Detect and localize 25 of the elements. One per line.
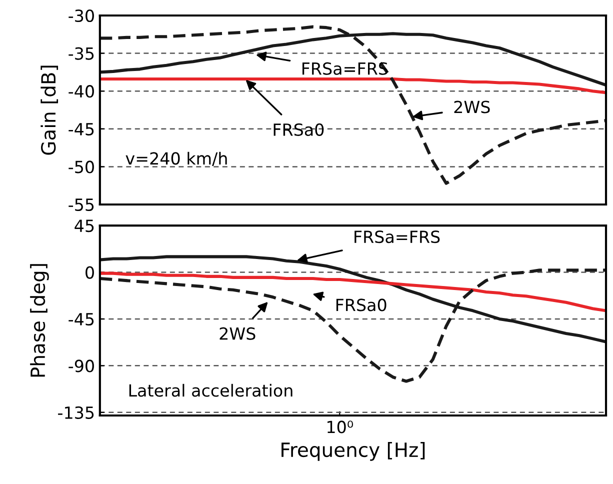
y-axis-title: Phase [deg] bbox=[30, 264, 49, 377]
y-tick-label: -50 bbox=[68, 160, 94, 174]
line-series bbox=[100, 25, 606, 185]
annotation: v=240 km/h bbox=[126, 152, 227, 166]
y-tick-label: -30 bbox=[68, 9, 94, 22]
annotation: 2WS bbox=[220, 327, 256, 340]
y-tick-label: 45 bbox=[74, 220, 94, 232]
annotation: FRSa=FRS bbox=[354, 230, 440, 244]
y-tick-label: -45 bbox=[68, 123, 94, 136]
annotation: FRSa0 bbox=[274, 123, 324, 136]
y-axis-title: Gain [dB] bbox=[40, 66, 58, 155]
annotation: Lateral acceleration bbox=[129, 384, 292, 397]
y-tick-label: -55 bbox=[68, 198, 94, 212]
annotation: 2WS bbox=[454, 100, 490, 114]
x-axis-title: Frequency [Hz] bbox=[282, 442, 425, 461]
y-tick-label: 0 bbox=[86, 266, 94, 279]
y-tick-label: -135 bbox=[58, 406, 94, 419]
y-tick-label: -90 bbox=[68, 360, 94, 372]
y-tick-label: -45 bbox=[68, 313, 94, 326]
annotation: FRSa0 bbox=[336, 298, 386, 312]
line-series bbox=[100, 77, 606, 94]
y-tick-label: -35 bbox=[68, 47, 94, 60]
line-series bbox=[100, 272, 606, 312]
y-tick-label: -40 bbox=[68, 85, 94, 98]
x-tick-label: 10⁰ bbox=[328, 420, 354, 434]
